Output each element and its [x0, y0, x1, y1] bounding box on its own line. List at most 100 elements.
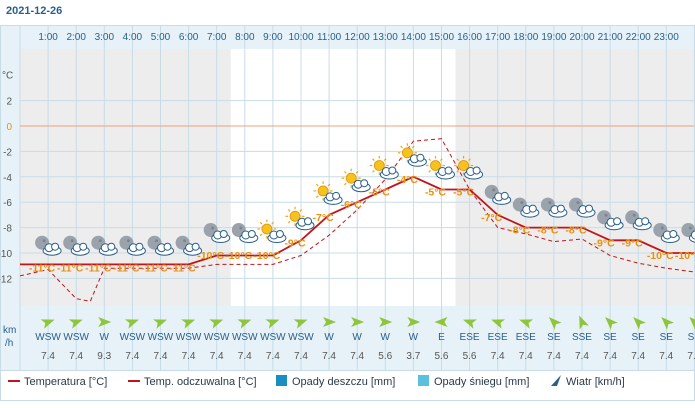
wind-speed: 7.4 [631, 351, 645, 362]
temp-label: -9°C [594, 237, 616, 249]
sun-cloud-icon [257, 219, 287, 243]
wind-arrow-shape [605, 317, 618, 330]
legend-item: Wiatr [km/h] [551, 375, 625, 388]
moon-crater [42, 239, 46, 243]
legend-label: Opady śniegu [mm] [434, 376, 529, 388]
wind-arrow-shape [125, 319, 139, 329]
temp-label: -11°C [85, 263, 112, 275]
wind-speed: 7.4 [575, 351, 589, 362]
moon-cloud-icon [35, 235, 62, 256]
wind-arrow-shape [98, 317, 112, 327]
hour-label: 20:00 [569, 32, 594, 43]
moon-cloud-icon [653, 223, 680, 243]
wind-arrow-shape [579, 315, 589, 330]
hour-label: 18:00 [513, 32, 538, 43]
moon-crater [183, 239, 187, 243]
temp-label: -8°C [565, 225, 587, 237]
legend-box-swatch [276, 375, 287, 386]
wind-arrow-shape [379, 317, 393, 327]
sun-disc [373, 160, 385, 171]
wind-direction: WSW [232, 332, 258, 343]
cloud-puff [388, 166, 397, 175]
sun-ray [259, 221, 263, 225]
temp-label: -9°C [622, 237, 644, 249]
wind-arrow-shape [434, 317, 448, 327]
wind-speed: 7.4 [491, 351, 505, 362]
wind-direction: SE [631, 332, 645, 343]
wind-arrow-shape [40, 319, 55, 329]
temp-label: -10°C [647, 250, 674, 262]
wind-arrow-shape [407, 317, 421, 327]
wind-direction: SSE [572, 332, 592, 343]
temp-label: -7°C [481, 212, 503, 224]
wind-direction: W [352, 332, 362, 343]
wind-arrow-icon [68, 319, 83, 329]
moon-cloud-icon [569, 197, 596, 218]
moon-cloud-icon [147, 235, 174, 256]
wind-unit-km: km [3, 325, 16, 336]
legend-label: Wiatr [km/h] [566, 376, 625, 388]
wind-direction: SE [660, 332, 674, 343]
sun-ray [428, 158, 431, 161]
wind-direction: SE [603, 332, 617, 343]
moon-crater [576, 201, 580, 205]
wind-speed: 7.4 [210, 351, 224, 362]
temp-label: -11°C [141, 263, 168, 275]
cloud-puff [690, 230, 695, 240]
wind-arrow-shape [661, 317, 675, 330]
cloud-puff [304, 217, 312, 226]
wind-arrow-shape [633, 317, 646, 330]
y-axis-panel [0, 25, 20, 370]
wind-direction: WSW [176, 332, 202, 343]
wind-arrow-shape [153, 319, 168, 329]
sun-ray [400, 157, 403, 160]
wind-direction: ESE [460, 332, 480, 343]
sun-ray [271, 221, 275, 225]
wind-direction: ESE [516, 332, 536, 343]
sun-ray [456, 170, 460, 173]
cloud-puff [135, 242, 144, 251]
moon-crater [632, 213, 636, 217]
night-shade-evening [455, 49, 695, 306]
hour-label: 11:00 [317, 32, 342, 43]
temp-label: -7°C [313, 212, 335, 224]
sun-cloud-icon [369, 156, 399, 180]
night-shade-morning [20, 49, 231, 306]
sun-ray [428, 170, 431, 173]
sun-cloud-icon [426, 156, 455, 180]
sun-disc [345, 172, 357, 184]
hour-label: 5:00 [151, 32, 171, 43]
wind-direction: W [409, 332, 419, 343]
sun-ray [355, 171, 359, 174]
wind-arrow-icon [548, 317, 562, 330]
hour-label: 9:00 [263, 32, 283, 43]
wind-arrow-icon [462, 319, 477, 329]
wind-legend-icon [551, 375, 561, 386]
wind-direction: SE [547, 332, 561, 343]
cloud-puff [51, 242, 60, 251]
hour-label: 10:00 [288, 32, 313, 43]
wind-direction: ESE [488, 332, 508, 343]
wind-arrow-shape [181, 319, 196, 329]
cloud-puff [444, 166, 453, 175]
hour-label: 6:00 [179, 32, 199, 43]
y-tick-label: -4 [3, 173, 12, 184]
cloud-puff [163, 242, 172, 251]
moon-crater [211, 226, 215, 230]
cloud-puff [79, 242, 88, 251]
cloud-puff [247, 230, 256, 238]
wind-speed: 5.6 [463, 351, 477, 362]
temp-label: -9°C [284, 237, 306, 249]
hour-label: 23:00 [654, 32, 679, 43]
moon-cloud-icon [91, 235, 118, 256]
hour-label: 21:00 [598, 32, 623, 43]
cloud-puff [275, 230, 284, 238]
hour-label: 4:00 [123, 32, 143, 43]
temp-label: -11°C [113, 263, 140, 275]
cloud-puff [556, 204, 565, 213]
wind-direction: WSW [63, 332, 89, 343]
sun-cloud-icon [341, 168, 371, 193]
temp-label: -11°C [29, 263, 56, 275]
hour-label: 22:00 [626, 32, 651, 43]
moon-cloud-icon [681, 223, 695, 243]
